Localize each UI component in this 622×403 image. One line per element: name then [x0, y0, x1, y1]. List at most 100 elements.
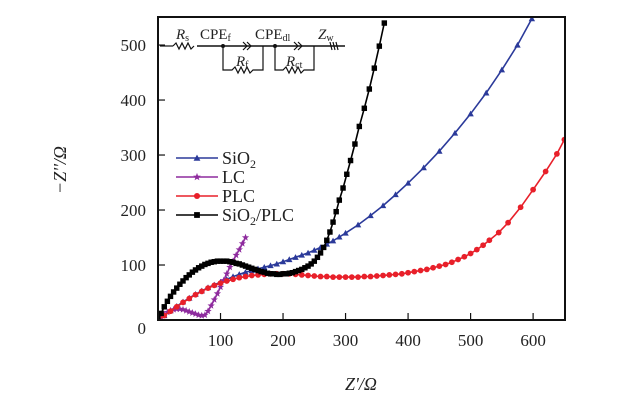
data-point [163, 308, 172, 316]
x-tick-label: 400 [395, 331, 421, 350]
data-point [186, 272, 192, 278]
data-point [182, 306, 190, 314]
data-point [342, 229, 349, 236]
data-point [198, 311, 206, 319]
data-point [392, 271, 399, 278]
data-point [161, 304, 167, 310]
data-point [167, 293, 174, 300]
y-tick-label: 200 [121, 201, 147, 220]
data-point [347, 157, 354, 164]
data-point [320, 244, 327, 251]
legend-marker [193, 154, 201, 161]
y-tick-label: 0 [138, 319, 147, 338]
data-point [279, 258, 287, 265]
data-point [195, 265, 202, 271]
data-point [224, 258, 230, 264]
data-point [473, 246, 480, 253]
data-point [158, 310, 164, 317]
data-point [242, 263, 249, 269]
legend-label: SiO2 [222, 148, 256, 171]
legend-label: PLC [222, 186, 255, 206]
data-point [170, 289, 177, 295]
data-point [239, 262, 246, 268]
data-point [183, 274, 189, 281]
data-point [202, 261, 208, 268]
data-point [219, 276, 228, 284]
data-point [189, 269, 196, 275]
data-point [267, 262, 274, 269]
data-point [249, 265, 255, 272]
data-point [324, 237, 330, 243]
data-point [292, 268, 299, 275]
warburg-zw-icon [329, 41, 339, 51]
data-point [205, 260, 211, 267]
data-point [242, 273, 249, 280]
data-point [264, 270, 271, 276]
data-point [248, 272, 255, 279]
data-point [270, 271, 277, 277]
data-point [241, 233, 250, 241]
data-point [317, 273, 324, 280]
circuit-label-rct: Rct [285, 54, 303, 71]
data-point [386, 272, 393, 278]
data-point [379, 202, 387, 209]
data-point [448, 259, 455, 266]
data-point [461, 253, 468, 260]
circuit-label-rf: Rf [235, 54, 249, 71]
data-point [173, 303, 180, 310]
data-point [267, 271, 274, 277]
data-point [311, 273, 318, 279]
data-point [223, 269, 231, 277]
data-point [381, 20, 388, 26]
data-point [274, 271, 280, 278]
y-tick-label: 500 [121, 36, 147, 55]
data-point [299, 266, 305, 273]
data-point [180, 299, 186, 306]
data-point [242, 268, 249, 275]
data-point [495, 229, 502, 236]
data-point [220, 258, 227, 264]
data-point [232, 251, 240, 259]
data-point [230, 259, 236, 265]
data-point [342, 274, 349, 280]
data-point [442, 261, 449, 268]
x-tick-label: 500 [458, 331, 484, 350]
data-point [216, 283, 225, 291]
data-point [314, 254, 321, 261]
x-tick-label: 600 [520, 331, 546, 350]
data-point [230, 276, 236, 283]
data-point [330, 274, 336, 280]
circuit-label-rs: Rs [175, 27, 189, 44]
x-tick-label: 300 [333, 331, 359, 350]
ticks-layer: 100 200 300 400 500 600 0 100 200 300 400 500 [121, 36, 546, 350]
data-point [542, 168, 549, 175]
data-point [451, 129, 459, 136]
data-point [340, 185, 346, 191]
legend-item: SiO2 [176, 148, 256, 171]
data-point [366, 86, 373, 92]
data-point [380, 272, 386, 279]
data-point [304, 249, 312, 256]
data-point [417, 267, 424, 274]
data-point [305, 272, 311, 279]
data-point [530, 186, 536, 193]
series-plc [158, 136, 565, 320]
data-point [226, 263, 234, 271]
x-tick-label: 200 [270, 331, 296, 350]
data-point [213, 289, 222, 297]
data-point [298, 251, 305, 258]
data-point [398, 270, 405, 277]
data-point [436, 147, 443, 154]
circuit-label-zw: Zw [318, 27, 334, 44]
equivalent-circuit-inset: Rs CPEf CPEdl Zw Rf Rct [160, 27, 345, 75]
data-point [352, 141, 358, 147]
data-point [467, 250, 474, 257]
data-point [283, 271, 289, 277]
data-point [330, 219, 336, 225]
y-tick-label: 100 [121, 256, 147, 275]
cpe-f-icon [242, 41, 252, 51]
data-point [199, 263, 205, 269]
data-point [261, 269, 268, 275]
